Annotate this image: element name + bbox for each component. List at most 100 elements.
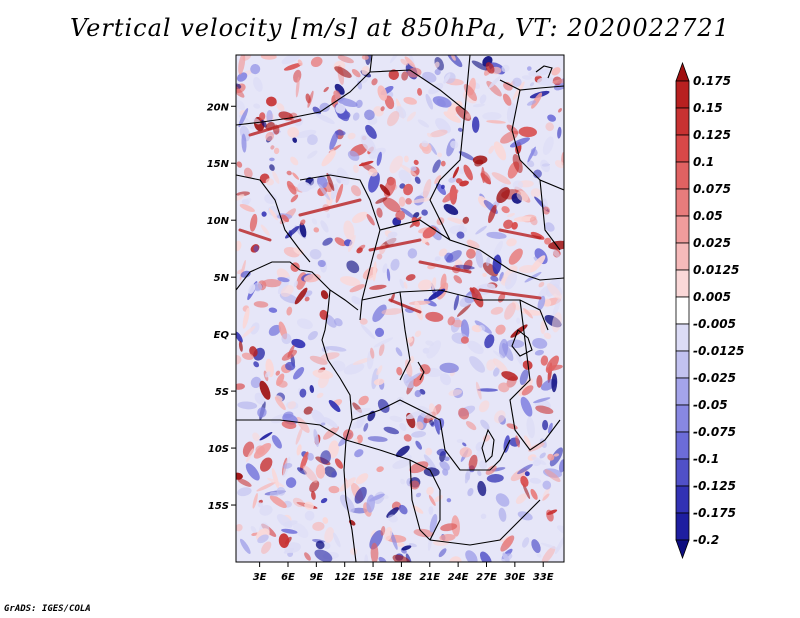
velocity-cell bbox=[456, 231, 465, 239]
velocity-cell bbox=[241, 133, 247, 153]
velocity-cell bbox=[440, 160, 446, 167]
velocity-cell bbox=[350, 185, 362, 197]
velocity-cell bbox=[409, 355, 415, 364]
velocity-cell bbox=[530, 148, 538, 157]
velocity-cell bbox=[544, 222, 555, 232]
velocity-cell bbox=[540, 542, 559, 550]
velocity-cell bbox=[351, 68, 361, 78]
velocity-cell bbox=[253, 282, 263, 292]
lat-tick-label: 20N bbox=[207, 102, 230, 113]
velocity-cell bbox=[557, 126, 562, 139]
velocity-cell bbox=[512, 180, 524, 190]
velocity-cell bbox=[428, 506, 434, 515]
velocity-cell bbox=[350, 547, 358, 556]
velocity-cell bbox=[416, 421, 424, 430]
velocity-cell bbox=[446, 250, 462, 263]
colorbar-bin bbox=[675, 188, 690, 217]
velocity-cell bbox=[512, 77, 522, 87]
velocity-cell bbox=[432, 159, 441, 173]
velocity-cell bbox=[386, 268, 391, 282]
velocity-cell bbox=[405, 198, 412, 205]
velocity-cell bbox=[334, 458, 344, 469]
velocity-cell bbox=[551, 373, 558, 393]
velocity-cell bbox=[429, 513, 438, 533]
updraft-band bbox=[418, 260, 472, 274]
velocity-cell bbox=[296, 318, 313, 330]
velocity-cell bbox=[237, 401, 258, 410]
lake-victoria-outline bbox=[511, 329, 533, 357]
velocity-cell bbox=[472, 116, 480, 133]
velocity-cell bbox=[291, 338, 306, 349]
velocity-cell bbox=[385, 235, 398, 247]
colorbar-label: 0.005 bbox=[693, 290, 731, 304]
velocity-cell bbox=[339, 276, 361, 287]
colorbar-bin bbox=[675, 350, 690, 379]
colorbar-bin bbox=[675, 323, 690, 352]
velocity-cell bbox=[495, 493, 510, 507]
velocity-cell bbox=[326, 346, 347, 352]
velocity-cell bbox=[457, 127, 463, 132]
velocity-cell bbox=[409, 480, 420, 490]
velocity-cell bbox=[492, 367, 500, 377]
velocity-cell bbox=[492, 350, 505, 360]
velocity-cell bbox=[257, 534, 269, 544]
velocity-cell bbox=[335, 103, 346, 114]
velocity-cell bbox=[438, 248, 448, 257]
velocity-cell bbox=[337, 55, 354, 64]
velocity-cell bbox=[250, 64, 261, 75]
velocity-cell bbox=[323, 417, 338, 429]
velocity-cell bbox=[350, 407, 371, 415]
velocity-cell bbox=[459, 447, 472, 458]
velocity-cell bbox=[397, 542, 405, 548]
colorbar-label: 0.025 bbox=[693, 236, 731, 250]
velocity-cell bbox=[339, 477, 356, 492]
velocity-cell bbox=[392, 554, 411, 562]
velocity-cell bbox=[530, 488, 538, 500]
velocity-cell bbox=[548, 240, 564, 250]
velocity-cell bbox=[243, 167, 253, 179]
velocity-cell bbox=[349, 284, 365, 293]
velocity-cell bbox=[309, 385, 315, 393]
colorbar-label: 0.125 bbox=[693, 128, 731, 142]
velocity-cell bbox=[299, 219, 306, 226]
velocity-cell bbox=[465, 113, 471, 120]
velocity-cell bbox=[236, 194, 245, 201]
velocity-cell bbox=[277, 277, 290, 283]
velocity-cell bbox=[549, 447, 563, 467]
velocity-cell bbox=[299, 451, 309, 471]
velocity-cell bbox=[376, 151, 382, 166]
velocity-cell bbox=[396, 396, 405, 406]
velocity-cell bbox=[390, 530, 398, 550]
grads-credit: GrADS: IGES/COLA bbox=[4, 604, 91, 614]
velocity-cell bbox=[456, 438, 464, 444]
lon-tick-label: 18E bbox=[391, 572, 412, 583]
velocity-cell bbox=[436, 98, 446, 107]
velocity-cell bbox=[311, 409, 326, 427]
velocity-cell bbox=[259, 112, 266, 121]
velocity-cell bbox=[521, 537, 530, 548]
velocity-cell bbox=[364, 554, 369, 562]
velocity-cell bbox=[448, 389, 463, 397]
velocity-cell bbox=[387, 110, 400, 127]
lat-tick-label: 10S bbox=[208, 444, 229, 455]
velocity-cell bbox=[395, 210, 406, 221]
vertical-velocity-map bbox=[236, 55, 564, 562]
velocity-cell bbox=[364, 109, 375, 121]
longitude-axis: 3E 6E 9E 12E 15E 18E 21E 24E 27E 30E 33E bbox=[253, 562, 554, 583]
velocity-cell bbox=[350, 507, 368, 514]
velocity-cell bbox=[425, 93, 434, 110]
velocity-cell bbox=[431, 277, 437, 291]
velocity-cell bbox=[335, 183, 344, 203]
velocity-cell bbox=[295, 76, 300, 98]
velocity-cell bbox=[471, 60, 488, 71]
velocity-cell bbox=[407, 55, 415, 65]
velocity-cell bbox=[438, 548, 447, 558]
velocity-cell bbox=[422, 347, 430, 354]
velocity-cell bbox=[265, 131, 274, 142]
velocity-cell bbox=[479, 324, 486, 332]
velocity-cell bbox=[343, 220, 355, 240]
velocity-cell bbox=[400, 478, 406, 485]
velocity-cell bbox=[453, 275, 463, 284]
velocity-cell bbox=[313, 227, 320, 233]
velocity-cell bbox=[443, 73, 451, 84]
